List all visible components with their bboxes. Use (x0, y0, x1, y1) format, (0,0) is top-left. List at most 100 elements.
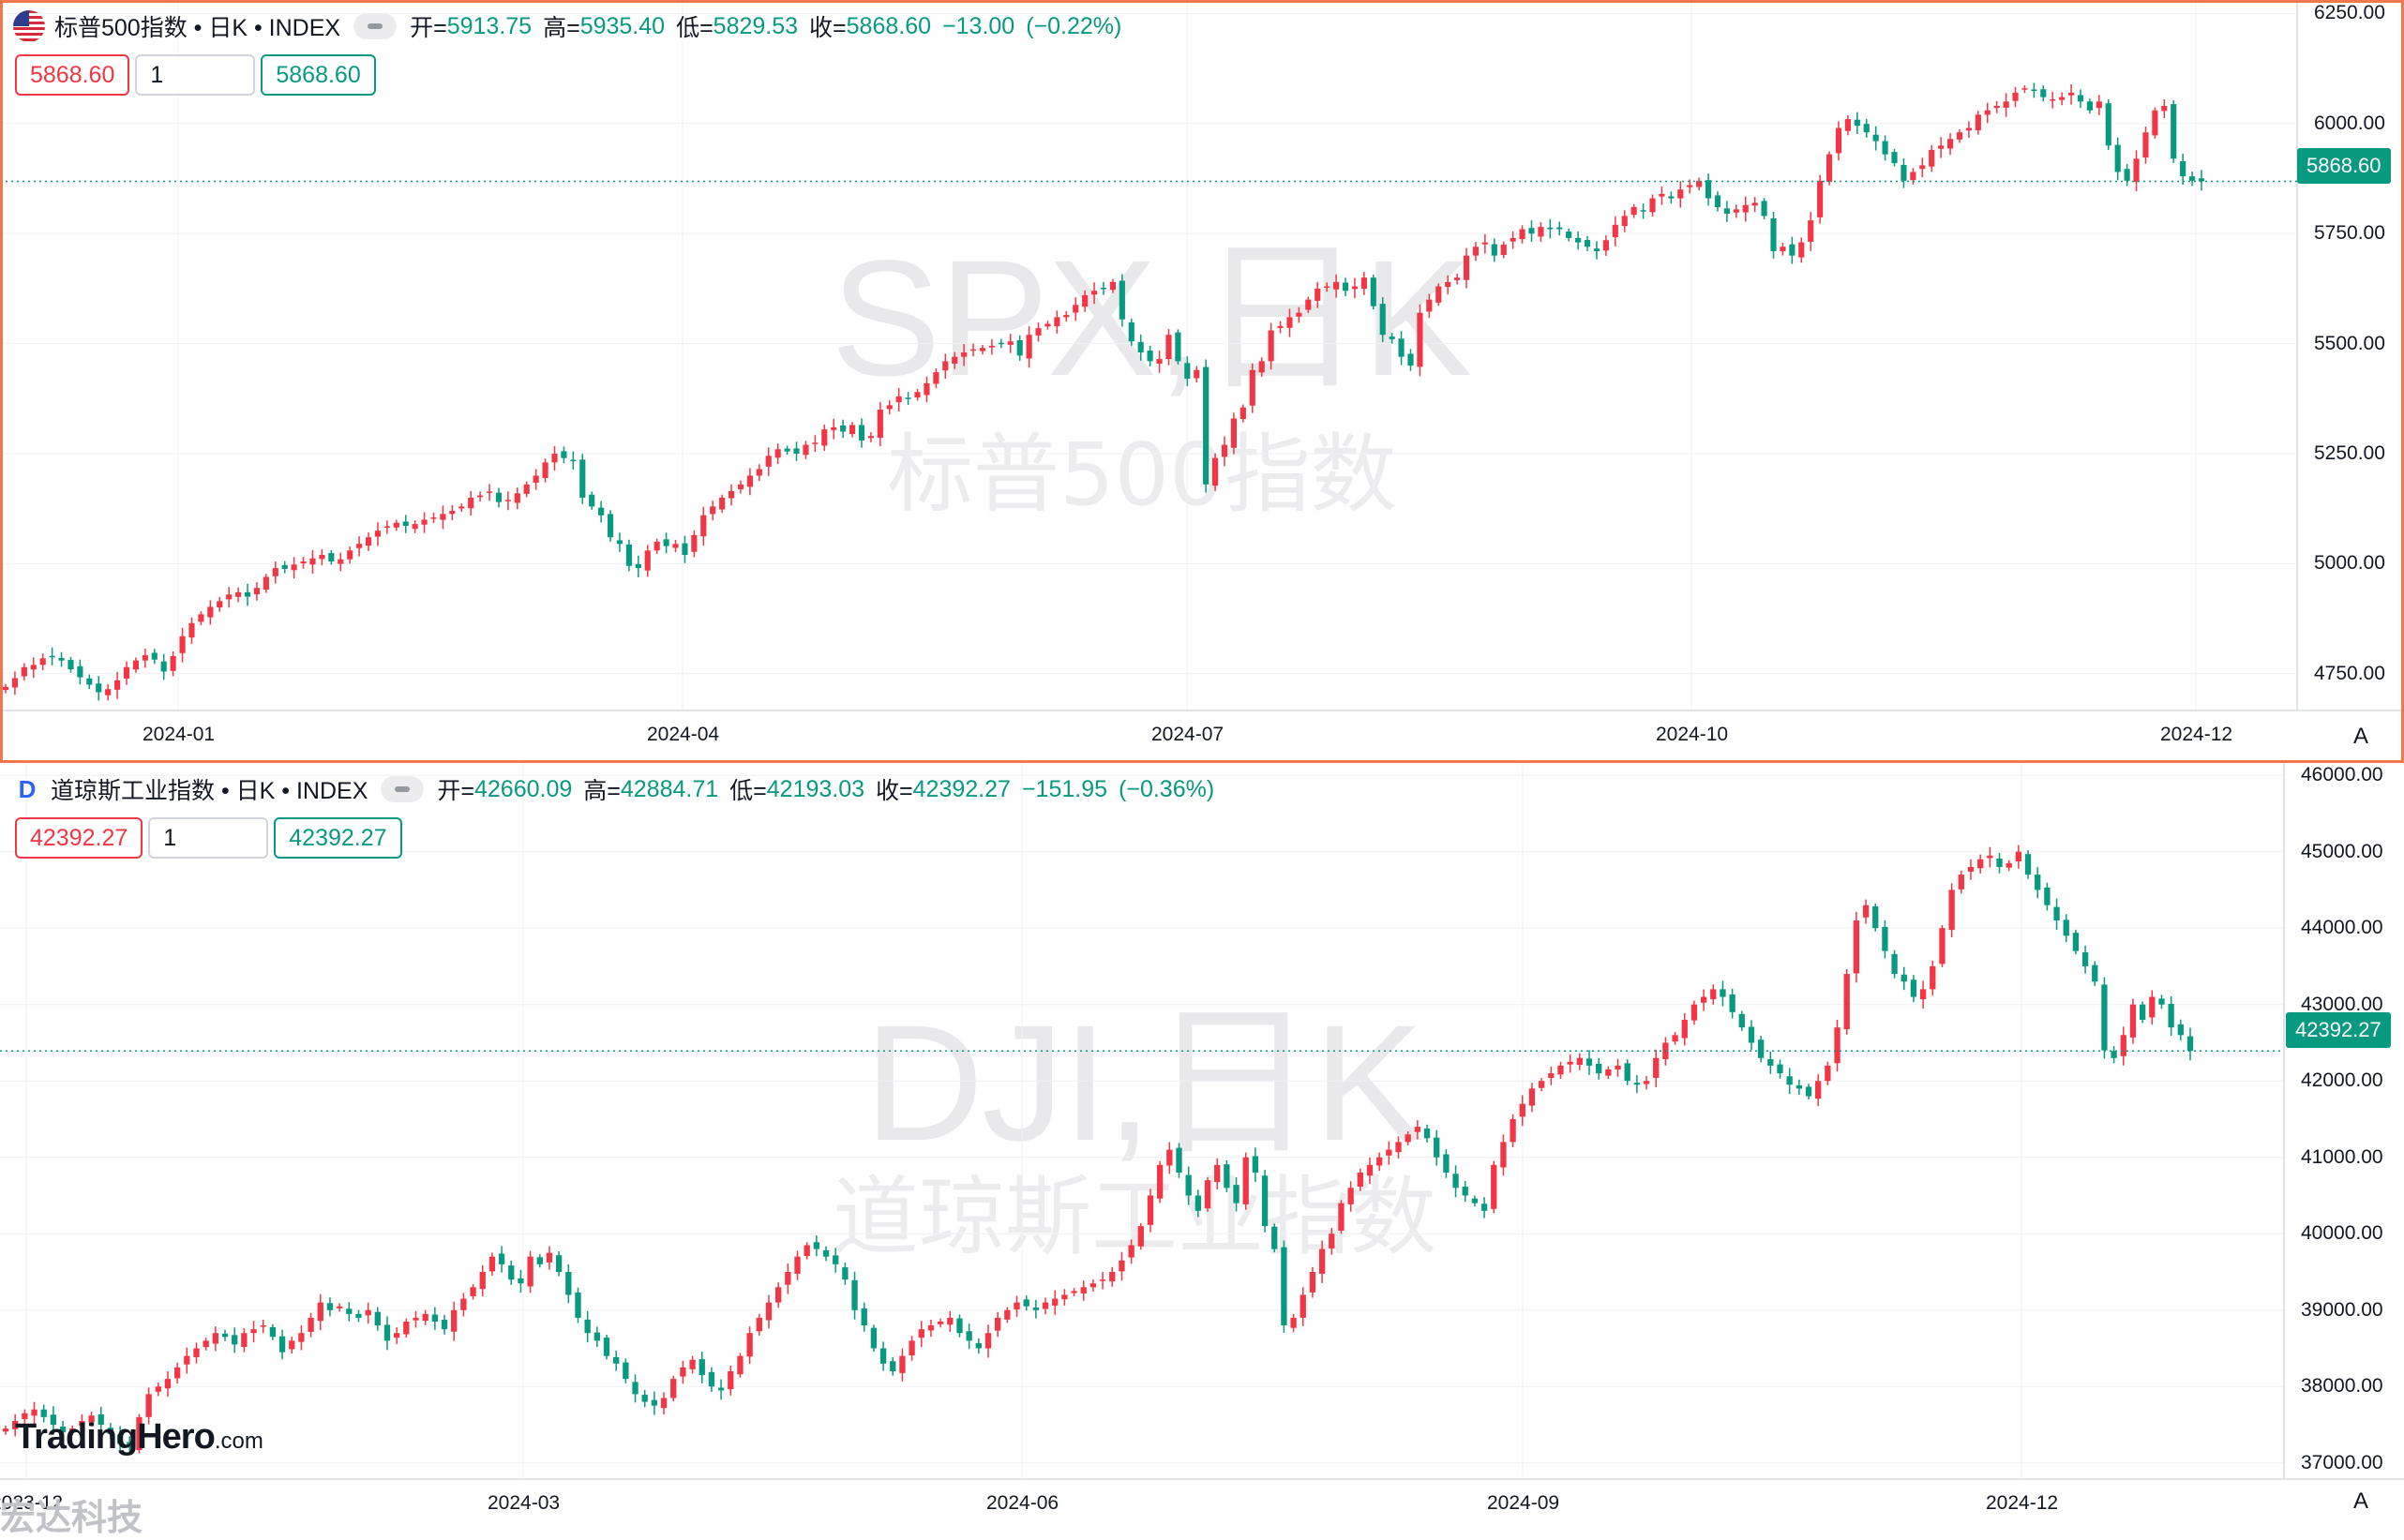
candle[interactable] (1624, 1059, 1630, 1085)
candle[interactable] (142, 648, 148, 668)
candle[interactable] (2096, 95, 2102, 115)
candle[interactable] (1318, 1240, 1326, 1283)
candle[interactable] (1462, 1180, 1468, 1203)
candle[interactable] (1687, 179, 1693, 194)
candle[interactable] (737, 1353, 744, 1378)
candle[interactable] (241, 1328, 248, 1353)
candle[interactable] (1417, 304, 1423, 377)
candle[interactable] (1230, 412, 1238, 455)
candle[interactable] (2168, 995, 2174, 1037)
candle[interactable] (728, 484, 735, 506)
candle[interactable] (1128, 1239, 1134, 1264)
candle[interactable] (1649, 194, 1656, 217)
candle[interactable] (1333, 274, 1340, 298)
candle[interactable] (1342, 277, 1349, 296)
candle[interactable] (1808, 212, 1814, 251)
candle[interactable] (1315, 281, 1321, 308)
candle[interactable] (1733, 204, 1739, 218)
candle[interactable] (1300, 1287, 1306, 1326)
candle[interactable] (975, 1338, 982, 1354)
candle[interactable] (641, 1389, 648, 1408)
candle[interactable] (1677, 181, 1684, 208)
candle[interactable] (689, 1355, 696, 1374)
candle[interactable] (1071, 1288, 1077, 1297)
candle[interactable] (1593, 241, 1600, 260)
candle[interactable] (250, 1321, 257, 1343)
candle[interactable] (1054, 310, 1060, 334)
candle[interactable] (565, 1263, 572, 1304)
candle[interactable] (1767, 1051, 1774, 1074)
candle[interactable] (1379, 297, 1386, 342)
candle[interactable] (2092, 961, 2098, 986)
candle[interactable] (1751, 197, 1758, 213)
candle[interactable] (12, 1413, 19, 1437)
candle[interactable] (719, 494, 726, 514)
candle[interactable] (842, 1262, 849, 1285)
candle[interactable] (1026, 326, 1032, 368)
candle[interactable] (555, 1251, 563, 1277)
candle[interactable] (2021, 85, 2028, 94)
candle[interactable] (308, 1312, 314, 1338)
candle[interactable] (1854, 112, 1860, 134)
candle[interactable] (1099, 1272, 1106, 1290)
candle[interactable] (1672, 1032, 1678, 1045)
candle[interactable] (441, 1314, 448, 1335)
candle[interactable] (221, 1329, 229, 1341)
candle[interactable] (1528, 220, 1535, 243)
candle[interactable] (1061, 1289, 1068, 1306)
candle[interactable] (2015, 845, 2022, 869)
candle[interactable] (947, 1310, 954, 1333)
candle[interactable] (88, 1412, 95, 1427)
candle[interactable] (1073, 297, 1079, 321)
candle[interactable] (232, 1327, 238, 1353)
candle[interactable] (1347, 1181, 1354, 1212)
candle[interactable] (1805, 1084, 1812, 1100)
candle[interactable] (1324, 282, 1330, 292)
candle[interactable] (961, 343, 968, 366)
candle[interactable] (2189, 172, 2196, 187)
candle[interactable] (1633, 1075, 1641, 1094)
candle[interactable] (2050, 91, 2056, 109)
candle[interactable] (96, 676, 102, 701)
candle[interactable] (2012, 86, 2019, 108)
candle[interactable] (2006, 860, 2012, 872)
candle[interactable] (1203, 359, 1210, 493)
candle[interactable] (1585, 1050, 1593, 1075)
candle[interactable] (1872, 126, 1879, 151)
candle[interactable] (546, 1246, 553, 1270)
candle[interactable] (1519, 1095, 1525, 1127)
candle[interactable] (356, 536, 363, 557)
candle[interactable] (184, 1347, 190, 1374)
candle[interactable] (699, 1352, 705, 1383)
candle[interactable] (1435, 283, 1442, 307)
candle[interactable] (281, 561, 288, 574)
candle[interactable] (289, 1337, 295, 1353)
candle[interactable] (198, 611, 204, 626)
candle[interactable] (59, 1420, 67, 1439)
candle[interactable] (326, 1297, 334, 1317)
candle[interactable] (1987, 846, 1993, 868)
candle[interactable] (413, 1310, 419, 1328)
candle[interactable] (1147, 1189, 1154, 1233)
candle[interactable] (765, 447, 772, 476)
candle[interactable] (2105, 99, 2111, 150)
candle[interactable] (2133, 150, 2140, 192)
candle[interactable] (1556, 221, 1563, 236)
candle[interactable] (1258, 357, 1265, 377)
candle[interactable] (1375, 1152, 1383, 1172)
candle[interactable] (50, 1406, 57, 1434)
candle[interactable] (69, 1425, 76, 1436)
candle[interactable] (1519, 225, 1525, 244)
candle[interactable] (1080, 1280, 1087, 1301)
candle[interactable] (1659, 186, 1665, 205)
candle[interactable] (1176, 1143, 1182, 1178)
candle[interactable] (374, 522, 382, 546)
candle[interactable] (1156, 351, 1163, 373)
candle[interactable] (1777, 1059, 1783, 1079)
candle[interactable] (518, 1269, 524, 1293)
candle[interactable] (1843, 968, 1850, 1035)
candle[interactable] (1738, 1010, 1745, 1031)
candle[interactable] (31, 1401, 38, 1425)
candle[interactable] (956, 1314, 963, 1338)
candle[interactable] (355, 1309, 362, 1323)
